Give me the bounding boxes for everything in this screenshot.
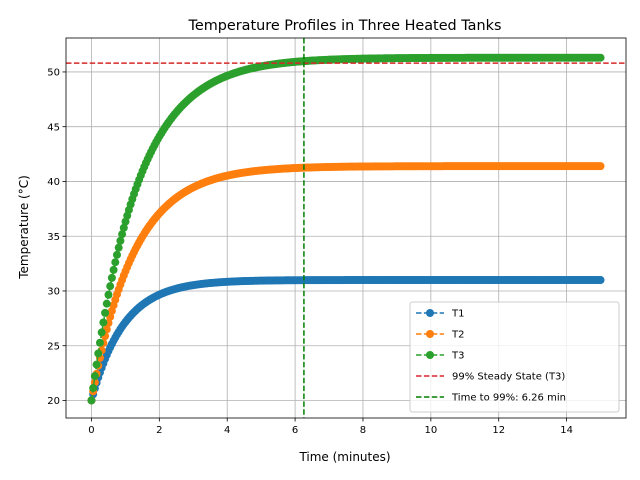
legend-item: T3: [416, 351, 464, 362]
data-point: [596, 162, 605, 171]
data-point: [596, 53, 605, 62]
legend-label: T3: [451, 351, 464, 362]
data-point: [106, 282, 115, 291]
y-tick-label: 20: [47, 396, 60, 407]
series-t3: [87, 53, 605, 405]
y-tick-label: 45: [47, 122, 60, 133]
data-point: [118, 230, 127, 239]
x-tick-label: 0: [88, 425, 94, 436]
legend-marker: [426, 330, 434, 338]
series-t2: [87, 162, 605, 405]
data-point: [87, 396, 96, 405]
data-point: [101, 308, 110, 317]
data-point: [114, 243, 123, 252]
legend-marker: [426, 351, 434, 359]
data-point: [116, 236, 125, 245]
data-point: [102, 299, 111, 308]
data-point: [107, 273, 116, 282]
legend: T1 T2 T3 99% Steady State (T3) Time to 99%: …: [409, 301, 620, 413]
data-point: [119, 223, 128, 232]
legend-label: Time to 99%: 6.26 min: [451, 393, 566, 404]
x-tick-label: 14: [560, 425, 573, 436]
y-tick-label: 50: [47, 68, 60, 79]
x-axis-title: Time (minutes): [298, 450, 390, 464]
data-point: [92, 360, 101, 369]
x-tick-label: 10: [424, 425, 437, 436]
data-point: [109, 265, 118, 274]
legend-item: Time to 99%: 6.26 min: [416, 393, 566, 404]
x-tick-label: 4: [224, 425, 230, 436]
x-tick-label: 2: [156, 425, 162, 436]
data-point: [99, 318, 108, 327]
plot-area: 0 2 4 6 8 10 12 14 20 25 30 35 40 45 50: [47, 37, 627, 436]
chart-title: Temperature Profiles in Three Heated Tan…: [188, 18, 502, 34]
legend-item: T2: [416, 330, 464, 341]
axes-frame: [65, 37, 627, 419]
data-point: [111, 258, 120, 267]
legend-item: T1: [416, 309, 464, 320]
y-tick-label: 35: [47, 232, 60, 243]
y-axis-title: Temperature (°C): [17, 175, 31, 280]
x-tick-label: 6: [292, 425, 298, 436]
x-tick-label: 12: [492, 425, 505, 436]
data-point: [89, 384, 98, 393]
y-tick-label: 30: [47, 287, 60, 298]
legend-label: 99% Steady State (T3): [452, 372, 565, 383]
data-point: [596, 276, 605, 285]
data-point: [104, 290, 113, 299]
legend-box: [409, 301, 620, 413]
legend-label: T2: [451, 330, 464, 341]
data-point: [94, 349, 103, 358]
data-point: [90, 372, 99, 381]
y-tick-label: 40: [47, 177, 60, 188]
data-point: [97, 328, 106, 337]
y-tick-label: 25: [47, 341, 60, 352]
legend-item: 99% Steady State (T3): [416, 372, 565, 383]
x-tick-label: 8: [360, 425, 366, 436]
data-point: [112, 250, 121, 259]
legend-label: T1: [451, 309, 464, 320]
data-point: [95, 338, 104, 347]
legend-marker: [426, 309, 434, 317]
